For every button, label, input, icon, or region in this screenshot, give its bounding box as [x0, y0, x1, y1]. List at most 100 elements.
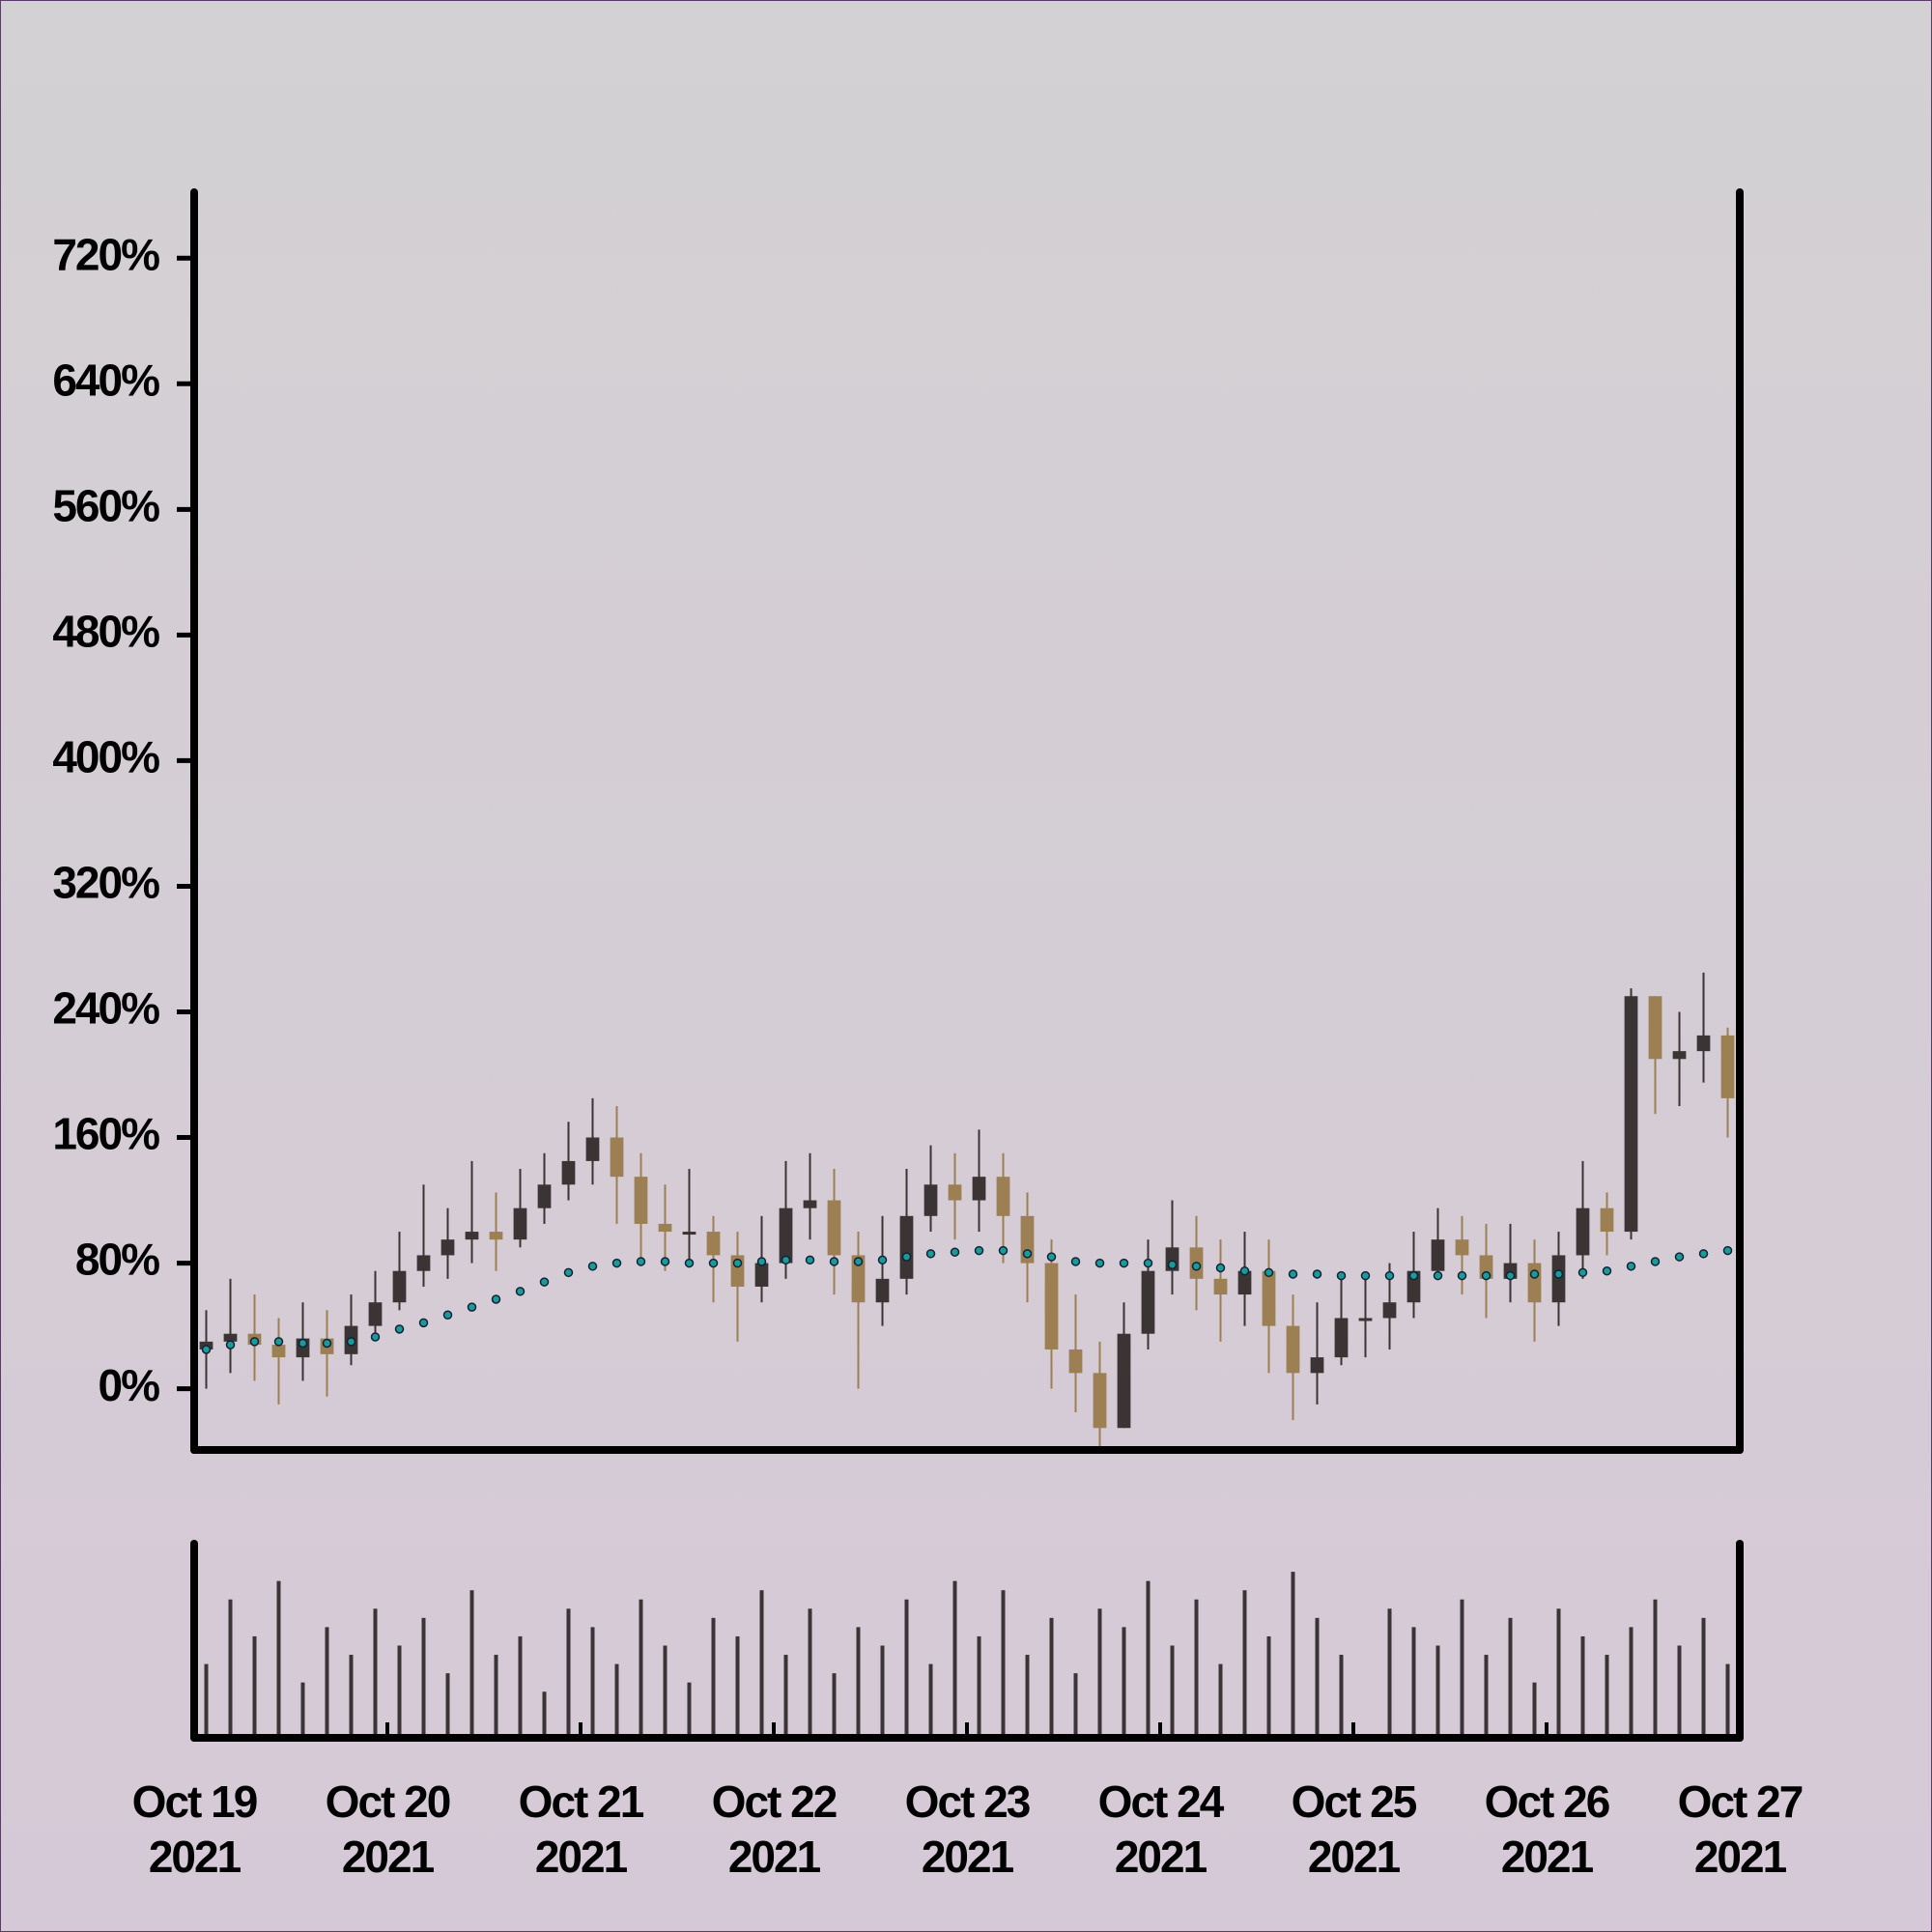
volume-bar: [1653, 1599, 1658, 1738]
moving-average-point: [998, 1245, 1009, 1256]
moving-average-point: [1408, 1270, 1419, 1281]
candle-body: [948, 1184, 962, 1201]
x-tick-label: Oct 24 2021: [1097, 1776, 1225, 1882]
volume-bar: [1484, 1655, 1489, 1738]
volume-bar: [1170, 1645, 1175, 1738]
moving-average-point: [1457, 1270, 1467, 1281]
moving-average-point: [1698, 1249, 1709, 1259]
y-tick-label: 240%: [52, 983, 159, 1034]
candle-body: [899, 1215, 914, 1279]
moving-average-point: [225, 1340, 236, 1350]
moving-average-point: [708, 1258, 719, 1268]
moving-average-point: [418, 1318, 429, 1328]
candle-body: [1648, 996, 1662, 1060]
y-tick-label: 160%: [52, 1109, 159, 1159]
volume-bar: [1411, 1627, 1416, 1738]
volume-bar: [421, 1617, 426, 1738]
volume-bar: [1508, 1617, 1513, 1738]
volume-bar: [397, 1645, 402, 1738]
moving-average-point: [563, 1267, 574, 1278]
volume-bar: [1025, 1655, 1030, 1738]
moving-average-point: [1046, 1252, 1057, 1262]
candle-body: [923, 1184, 938, 1216]
moving-average-point: [1505, 1270, 1516, 1281]
volume-bar: [928, 1663, 933, 1738]
moving-average-point: [322, 1338, 332, 1349]
x-tick-label: Oct 23 2021: [904, 1776, 1032, 1882]
candle-body: [1141, 1270, 1155, 1334]
volume-bar: [1339, 1655, 1344, 1738]
y-tick-label: 480%: [52, 607, 159, 657]
candle-body: [1431, 1239, 1445, 1271]
y-tick-label: 720%: [52, 229, 159, 279]
candle-body: [803, 1200, 817, 1208]
volume-bar: [566, 1608, 571, 1738]
volume-bar: [1677, 1645, 1682, 1738]
moving-average-point: [1360, 1270, 1371, 1281]
candle-body: [1358, 1318, 1373, 1321]
candle-body: [754, 1263, 769, 1287]
volume-bar: [1194, 1599, 1199, 1738]
moving-average-point: [346, 1337, 356, 1347]
candle-body: [610, 1137, 624, 1178]
moving-average-point: [1602, 1265, 1612, 1276]
candle-body: [634, 1177, 648, 1224]
y-tick-label: 80%: [75, 1235, 159, 1285]
candle-body: [1576, 1208, 1590, 1256]
volume-bar: [494, 1655, 498, 1738]
volume-bar: [687, 1682, 692, 1738]
candle-body: [851, 1255, 866, 1303]
volume-bar: [228, 1599, 233, 1738]
y-tick-label: 320%: [52, 858, 159, 908]
moving-average-point: [1384, 1270, 1395, 1281]
candle-body: [1334, 1318, 1349, 1358]
moving-average-point: [273, 1337, 284, 1347]
candle-body: [682, 1232, 696, 1236]
moving-average-point: [925, 1249, 936, 1259]
moving-average-point: [539, 1277, 550, 1287]
moving-average-point: [1433, 1270, 1443, 1281]
moving-average-point: [1119, 1258, 1129, 1268]
moving-average-point: [853, 1257, 864, 1266]
moving-average-point: [829, 1257, 839, 1266]
candle-body: [1551, 1255, 1566, 1303]
moving-average-point: [901, 1252, 912, 1262]
moving-average-point: [1264, 1267, 1274, 1278]
candle-body: [875, 1278, 890, 1303]
volume-bar: [1097, 1608, 1102, 1738]
x-tick-label: Oct 19 2021: [131, 1776, 259, 1882]
volume-bar: [639, 1599, 643, 1738]
y-tick-label: 0%: [99, 1360, 160, 1410]
candle-body: [827, 1200, 841, 1256]
volume-bar: [977, 1635, 981, 1738]
volume-bar: [1073, 1673, 1078, 1738]
x-tick-label: Oct 21 2021: [518, 1776, 645, 1882]
candle-body: [537, 1184, 552, 1208]
moving-average-point: [1722, 1245, 1733, 1256]
volume-bar: [1460, 1599, 1464, 1738]
candle-body: [1068, 1349, 1083, 1374]
candle-body: [1213, 1278, 1228, 1295]
moving-average-point: [370, 1332, 381, 1342]
moving-average-point: [950, 1247, 960, 1257]
moving-average-point: [201, 1345, 212, 1354]
moving-average-point: [636, 1257, 646, 1266]
moving-average-point: [684, 1258, 695, 1268]
candle-body: [1527, 1263, 1542, 1303]
candle-body: [1117, 1333, 1131, 1429]
moving-average-point: [1022, 1249, 1033, 1259]
x-tick-label: Oct 26 2021: [1484, 1776, 1611, 1882]
candle-body: [658, 1223, 672, 1233]
volume-bar: [808, 1608, 812, 1738]
volume-bar: [832, 1673, 837, 1738]
volume-bar: [614, 1663, 619, 1738]
candle-body: [1600, 1208, 1614, 1233]
volume-bar: [325, 1627, 329, 1738]
moving-average-point: [394, 1324, 405, 1334]
candle-body: [465, 1232, 479, 1240]
candle-body: [561, 1160, 576, 1185]
candle-body: [1672, 1051, 1687, 1060]
candle-body: [368, 1302, 383, 1326]
volume-bar: [1629, 1627, 1634, 1738]
